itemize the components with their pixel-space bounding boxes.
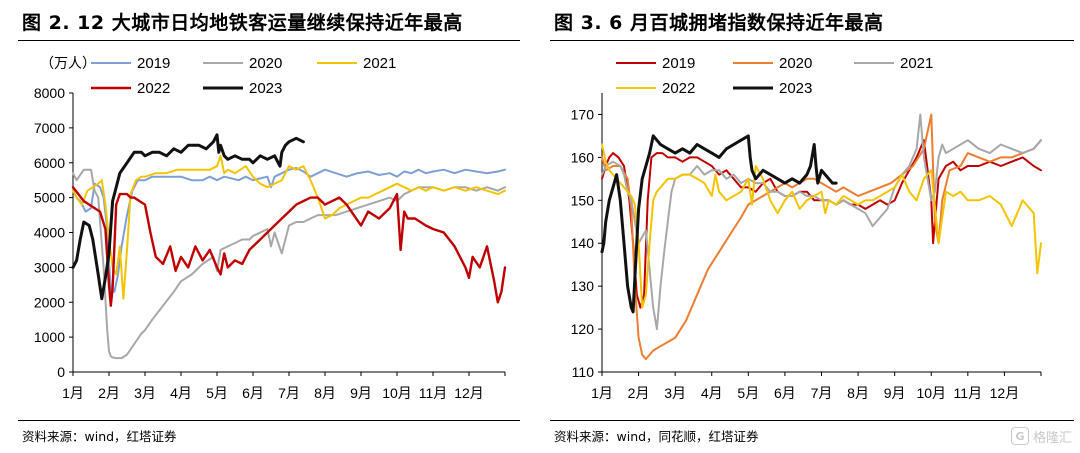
series-line-2023 [600,134,838,314]
x-tick-label: 1月 [62,385,84,401]
right-title-rule [550,40,1074,41]
x-tick-label: 11月 [954,385,983,401]
y-tick-label: 5000 [34,190,65,206]
x-tick-label: 11月 [419,385,448,401]
y-tick-label: 150 [571,192,595,208]
series-line-2021 [601,113,1042,331]
congestion-index-chart: 110 120 130 140 150 160 170 1月 2月 3月 4月 5月 6月 7月 8月 9月 1… [571,55,1042,401]
x-tick-label: 3月 [664,385,686,401]
right-figure-panel: 图 3. 6 月百城拥堵指数保持近年最高 110 120 130 140 150 160 1… [532,0,1080,453]
legend-label-2019: 2019 [137,55,170,72]
y-tick-label: 130 [571,278,595,294]
x-tick-label: 1月 [591,385,613,401]
series-line-2022 [71,186,507,307]
x-tick-label: 9月 [884,385,906,401]
series-line-2020 [601,113,1042,361]
y-tick-label: 7000 [34,120,65,136]
y-tick-label: 120 [571,321,595,337]
x-tick-label: 9月 [350,385,372,401]
series-line-2019 [72,167,506,293]
y-tick-label: 6000 [34,155,65,171]
x-tick-label: 10月 [916,385,946,401]
left-figure-panel: 图 2. 12 大城市日均地铁客运量继续保持近年最高 0 1000 2000 3000… [0,0,526,453]
series-line-2023 [71,133,305,301]
right-source-note: 资料来源：wind，同花顺，红塔证券 [554,429,759,444]
x-tick-label: 12月 [990,385,1020,401]
y-tick-label: 1000 [34,329,65,345]
x-tick-label: 6月 [242,385,264,401]
y-tick-label: 170 [571,106,595,122]
legend-label-2022: 2022 [137,80,170,97]
legend-label-2021: 2021 [363,55,396,72]
x-tick-label: 5月 [206,385,228,401]
x-tick-label: 8月 [314,385,336,401]
legend-label-2019: 2019 [662,55,695,72]
legend-label-2020: 2020 [249,55,282,72]
legend-label-2021: 2021 [900,55,933,72]
metro-ridership-chart: 0 1000 2000 3000 4000 5000 6000 7000 8000 1月 2月 3月 4… [34,55,507,401]
watermark-text: 格隆汇 [1032,430,1072,446]
legend-label-2020: 2020 [779,55,812,72]
series-line-2022 [601,143,1042,309]
series-line-2021 [72,154,506,300]
x-tick-label: 4月 [170,385,192,401]
x-tick-label: 4月 [701,385,723,401]
legend-label-2023: 2023 [779,80,812,97]
y-tick-label: 2000 [34,294,65,310]
y-tick-label: 4000 [34,225,65,241]
y-tick-label: 3000 [34,259,65,275]
left-title-rule [18,40,520,41]
y-tick-label: 140 [571,235,595,251]
y-tick-label: 110 [572,364,595,380]
series-line-2020 [72,168,506,360]
x-tick-label: 2月 [98,385,120,401]
y-unit-label: （万人） [40,55,96,71]
x-tick-label: 7月 [811,385,833,401]
x-tick-label: 10月 [382,385,412,401]
x-tick-label: 7月 [278,385,300,401]
x-tick-label: 5月 [737,385,759,401]
left-source-rule [18,420,520,421]
y-tick-label: 0 [57,364,65,380]
y-tick-label: 8000 [34,85,65,101]
x-tick-label: 3月 [134,385,156,401]
left-source-note: 资料来源：wind，红塔证券 [22,429,177,444]
left-figure-title: 图 2. 12 大城市日均地铁客运量继续保持近年最高 [22,12,463,34]
x-tick-label: 8月 [847,385,869,401]
watermark-logo-icon: G [1010,427,1029,445]
legend-label-2022: 2022 [662,80,695,97]
y-tick-label: 160 [571,149,595,165]
x-tick-label: 6月 [774,385,796,401]
right-source-rule [550,420,1074,421]
x-tick-label: 2月 [628,385,650,401]
x-tick-label: 12月 [454,385,484,401]
legend-label-2023: 2023 [249,80,282,97]
right-figure-title: 图 3. 6 月百城拥堵指数保持近年最高 [554,12,884,34]
watermark: G 格隆汇 [1010,425,1072,447]
